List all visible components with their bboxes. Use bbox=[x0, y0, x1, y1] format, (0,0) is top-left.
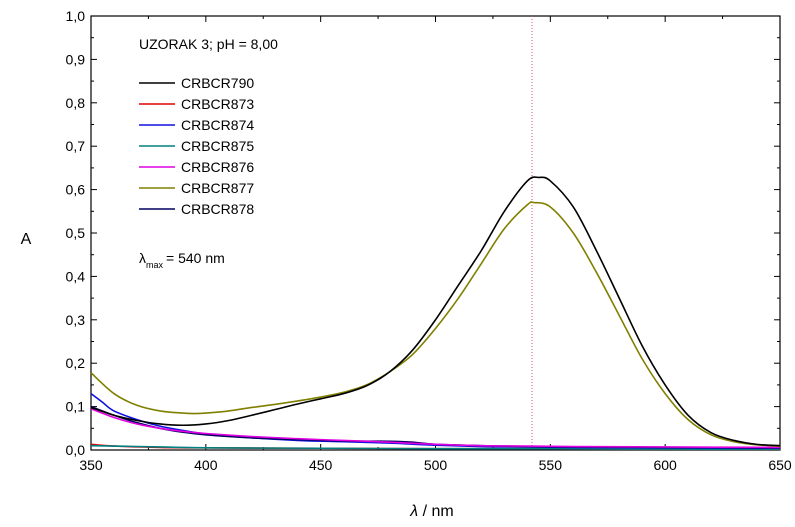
annotation-sample: UZORAK 3; pH = 8,00 bbox=[139, 36, 278, 52]
x-tick-label: 650 bbox=[768, 457, 792, 473]
x-tick-label: 400 bbox=[194, 457, 218, 473]
legend-label: CRBCR875 bbox=[181, 138, 254, 154]
legend-label: CRBCR874 bbox=[181, 117, 254, 133]
y-tick-label: 0,8 bbox=[66, 95, 86, 111]
x-axis-symbol: λ bbox=[409, 503, 418, 520]
x-tick-label: 450 bbox=[309, 457, 333, 473]
legend-label: CRBCR877 bbox=[181, 180, 254, 196]
legend-label: CRBCR873 bbox=[181, 96, 254, 112]
series-line-crbcr877 bbox=[90, 201, 781, 447]
legend-label: CRBCR876 bbox=[181, 159, 254, 175]
lambda-symbol: λ bbox=[139, 250, 146, 266]
y-tick-label: 0,2 bbox=[66, 355, 86, 371]
x-tick-label: 550 bbox=[539, 457, 563, 473]
y-tick-label: 0,3 bbox=[66, 312, 86, 328]
y-tick-label: 0,0 bbox=[66, 442, 86, 458]
y-tick-label: 0,9 bbox=[66, 51, 86, 67]
x-axis-unit: / nm bbox=[418, 503, 454, 520]
series-line-crbcr875 bbox=[90, 444, 781, 450]
legend: CRBCR790 CRBCR873 CRBCR874 CRBCR875 CRBCR876… bbox=[139, 75, 254, 217]
y-tick-label: 0,7 bbox=[66, 138, 86, 154]
x-tick-label: 600 bbox=[653, 457, 677, 473]
y-tick-label: 0,4 bbox=[66, 268, 86, 284]
y-tick-label: 0,1 bbox=[66, 399, 86, 415]
legend-label: CRBCR878 bbox=[181, 201, 254, 217]
y-tick-label: 1,0 bbox=[66, 8, 86, 24]
x-axis-title: λ / nm bbox=[409, 503, 453, 520]
lambda-value: = 540 nm bbox=[166, 250, 225, 266]
x-tick-label: 350 bbox=[79, 457, 103, 473]
axis-ticks: 350 400 450 500 550 600 650 0,0 0,1 0,2 0,3 0,4 0,5 0… bbox=[66, 8, 792, 473]
series-lines bbox=[90, 176, 781, 450]
legend-label: CRBCR790 bbox=[181, 75, 254, 91]
annotation-lambda-max: λmax = 540 nm bbox=[139, 250, 225, 270]
series-line-crbcr876 bbox=[90, 408, 781, 449]
y-axis-title: A bbox=[21, 231, 32, 248]
y-tick-label: 0,5 bbox=[66, 225, 86, 241]
lambda-subscript: max bbox=[146, 260, 164, 270]
x-tick-label: 500 bbox=[424, 457, 448, 473]
y-tick-label: 0,6 bbox=[66, 182, 86, 198]
series-line-crbcr790 bbox=[90, 176, 781, 447]
